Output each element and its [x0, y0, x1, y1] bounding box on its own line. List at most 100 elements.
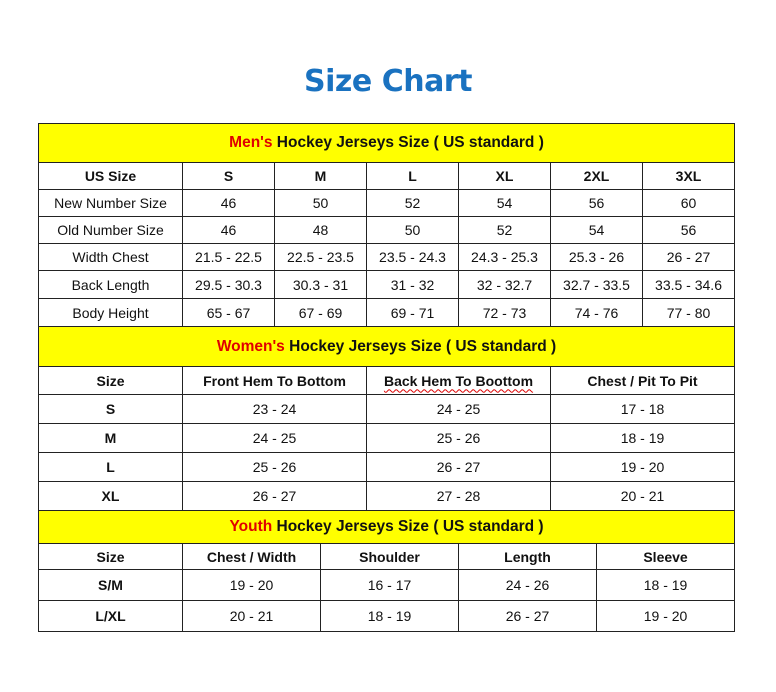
table-cell: 32.7 - 33.5: [550, 270, 643, 299]
table-cell: 25 - 26: [366, 423, 551, 453]
table-cell: 22.5 - 23.5: [274, 243, 367, 271]
column-header: Front Hem To Bottom: [182, 366, 367, 395]
column-header: S: [182, 162, 275, 190]
column-header: Sleeve: [595, 543, 736, 570]
table-cell: 48: [274, 216, 367, 244]
table-cell: 18 - 19: [320, 600, 459, 632]
table-cell: 23.5 - 24.3: [366, 243, 459, 271]
youth-size-table: Youth Hockey Jerseys Size ( US standard …: [37, 510, 736, 632]
column-header: Size: [38, 366, 183, 395]
table-cell: 18 - 19: [550, 423, 735, 453]
column-header: Size: [38, 543, 183, 570]
table-row: M 24 - 25 25 - 26 18 - 19: [38, 423, 735, 453]
column-header: Shoulder: [320, 543, 459, 570]
table-cell: 69 - 71: [366, 298, 459, 327]
table-cell: 17 - 18: [550, 394, 735, 424]
table-cell: 72 - 73: [458, 298, 551, 327]
table-header-row: Size Chest / Width Shoulder Length Sleeve: [38, 543, 736, 570]
table-cell: 16 - 17: [320, 569, 459, 601]
table-cell: 24 - 25: [366, 394, 551, 424]
table-cell: 46: [182, 189, 275, 217]
youth-section-heading: Youth Hockey Jerseys Size ( US standard …: [37, 510, 736, 544]
heading-accent: Men's: [229, 134, 273, 151]
row-label: M: [38, 423, 183, 453]
column-header: Length: [458, 543, 597, 570]
table-cell: 26 - 27: [182, 481, 367, 511]
table-cell: 19 - 20: [550, 452, 735, 482]
mens-size-table: Men's Hockey Jerseys Size ( US standard …: [37, 123, 736, 327]
table-cell: 26 - 27: [641, 243, 736, 271]
row-label: Old Number Size: [38, 216, 183, 244]
table-row: Body Height 65 - 67 67 - 69 69 - 71 72 - 73 7…: [38, 298, 736, 327]
row-label: Body Height: [38, 298, 183, 327]
table-row: New Number Size 46 50 52 54 56 60: [38, 189, 736, 217]
heading-text: Hockey Jerseys Size ( US standard ): [272, 134, 544, 151]
table-cell: 52: [458, 216, 551, 244]
page-title: Size Chart: [304, 64, 472, 99]
column-header: XL: [458, 162, 551, 190]
column-header: L: [366, 162, 459, 190]
table-header-row: Size Front Hem To Bottom Back Hem To Boott…: [38, 366, 735, 395]
table-cell: 50: [366, 216, 459, 244]
table-cell: 31 - 32: [366, 270, 459, 299]
table-cell: 74 - 76: [550, 298, 643, 327]
table-cell: 23 - 24: [182, 394, 367, 424]
table-cell: 32 - 32.7: [458, 270, 551, 299]
table-row: L 25 - 26 26 - 27 19 - 20: [38, 452, 735, 482]
table-cell: 24.3 - 25.3: [458, 243, 551, 271]
table-cell: 60: [641, 189, 736, 217]
heading-accent: Women's: [216, 337, 285, 355]
table-cell: 25.3 - 26: [550, 243, 643, 271]
row-label: S/M: [38, 569, 183, 601]
table-row: Width Chest 21.5 - 22.5 22.5 - 23.5 23.5 - …: [38, 243, 736, 271]
heading-text: Hockey Jerseys Size ( US standard ): [272, 518, 544, 535]
column-header: Chest / Pit To Pit: [550, 366, 735, 395]
table-cell: 27 - 28: [366, 481, 551, 511]
column-header: US Size: [38, 162, 183, 190]
heading-text: Hockey Jerseys Size ( US standard ): [284, 337, 557, 355]
column-header: 2XL: [550, 162, 643, 190]
header-text: Back Hem To Boottom: [383, 372, 534, 389]
table-cell: 56: [641, 216, 736, 244]
table-cell: 50: [274, 189, 367, 217]
womens-size-table: Women's Hockey Jerseys Size ( US standar…: [38, 326, 735, 511]
table-cell: 26 - 27: [458, 600, 597, 632]
table-cell: 33.5 - 34.6: [641, 270, 736, 299]
table-cell: 24 - 26: [458, 569, 597, 601]
table-row: S 23 - 24 24 - 25 17 - 18: [38, 394, 735, 424]
table-row: XL 26 - 27 27 - 28 20 - 21: [38, 481, 735, 511]
row-label: XL: [38, 481, 183, 511]
table-row: L/XL 20 - 21 18 - 19 26 - 27 19 - 20: [38, 600, 736, 632]
table-cell: 54: [550, 216, 643, 244]
column-header: 3XL: [641, 162, 736, 190]
table-cell: 26 - 27: [366, 452, 551, 482]
table-row: Back Length 29.5 - 30.3 30.3 - 31 31 - 32 32…: [38, 270, 736, 299]
column-header: Chest / Width: [182, 543, 321, 570]
table-cell: 20 - 21: [182, 600, 321, 632]
table-cell: 21.5 - 22.5: [182, 243, 275, 271]
table-header-row: US Size S M L XL 2XL 3XL: [38, 162, 736, 190]
row-label: Back Length: [38, 270, 183, 299]
table-row: Old Number Size 46 48 50 52 54 56: [38, 216, 736, 244]
table-cell: 19 - 20: [182, 569, 321, 601]
table-cell: 30.3 - 31: [274, 270, 367, 299]
table-cell: 29.5 - 30.3: [182, 270, 275, 299]
column-header: Back Hem To Boottom: [366, 366, 551, 395]
table-cell: 67 - 69: [274, 298, 367, 327]
table-cell: 52: [366, 189, 459, 217]
table-cell: 54: [458, 189, 551, 217]
table-cell: 18 - 19: [595, 569, 736, 601]
table-row: S/M 19 - 20 16 - 17 24 - 26 18 - 19: [38, 569, 736, 601]
row-label: L: [38, 452, 183, 482]
row-label: L/XL: [38, 600, 183, 632]
row-label: S: [38, 394, 183, 424]
table-cell: 46: [182, 216, 275, 244]
womens-section-heading: Women's Hockey Jerseys Size ( US standar…: [38, 326, 735, 367]
table-cell: 20 - 21: [550, 481, 735, 511]
table-cell: 56: [550, 189, 643, 217]
table-cell: 77 - 80: [641, 298, 736, 327]
table-cell: 65 - 67: [182, 298, 275, 327]
row-label: New Number Size: [38, 189, 183, 217]
mens-section-heading: Men's Hockey Jerseys Size ( US standard …: [37, 123, 736, 163]
table-cell: 24 - 25: [182, 423, 367, 453]
